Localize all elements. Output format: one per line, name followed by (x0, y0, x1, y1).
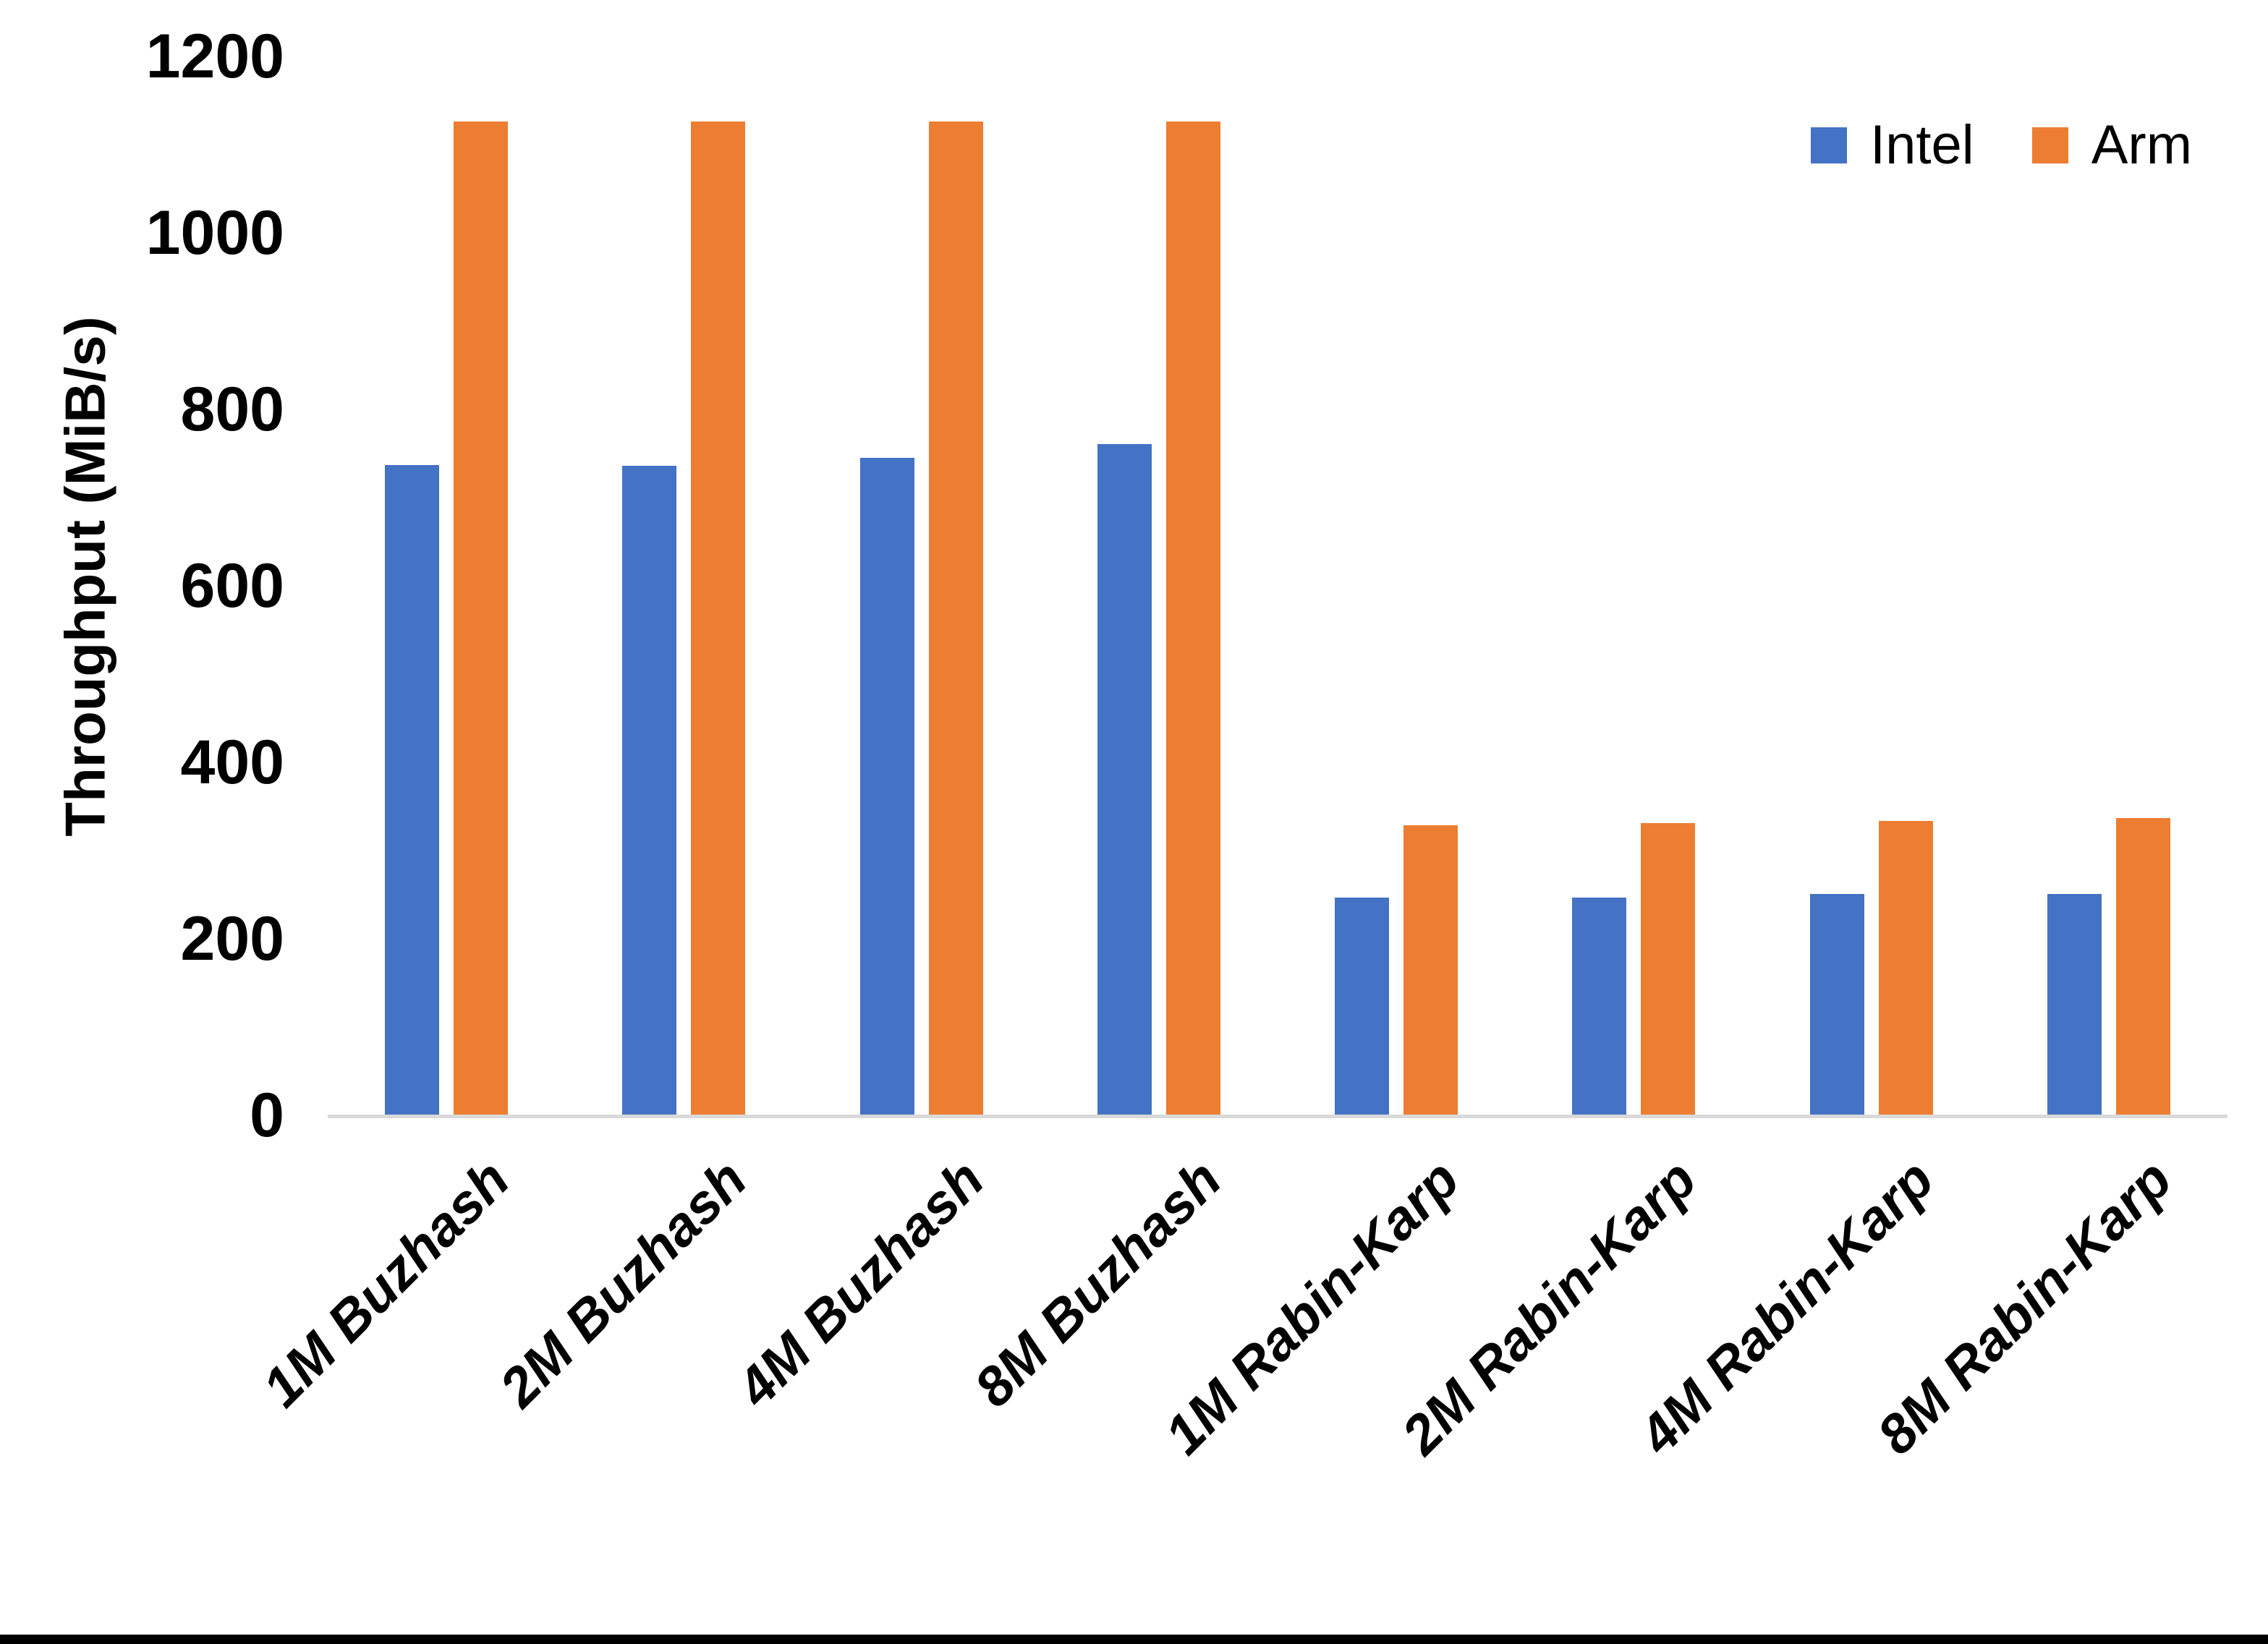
legend-swatch-arm (2031, 127, 2068, 163)
bar-intel-7 (2047, 893, 2102, 1115)
bar-group-6 (1753, 56, 1990, 1115)
legend-item-arm: Arm (2031, 114, 2192, 176)
y-tick-label-400: 400 (180, 728, 285, 797)
y-tick-label-1200: 1200 (145, 22, 284, 91)
bar-arm-4 (1403, 825, 1458, 1115)
x-category-label-3: 8M Buzhash (963, 1148, 1233, 1419)
legend-label-arm: Arm (2091, 114, 2192, 176)
legend: Intel Arm (1811, 114, 2192, 176)
bar-arm-1 (691, 122, 746, 1115)
bar-intel-1 (622, 466, 677, 1115)
bar-group-5 (1515, 56, 1752, 1115)
y-tick-label-1000: 1000 (145, 198, 284, 268)
bar-arm-6 (1878, 820, 1933, 1115)
bar-group-0 (328, 56, 565, 1115)
bar-intel-4 (1335, 897, 1390, 1115)
bar-arm-5 (1641, 823, 1696, 1115)
y-tick-label-600: 600 (180, 551, 285, 621)
bar-groups (328, 56, 2227, 1115)
plot-area (328, 56, 2227, 1118)
bar-group-1 (565, 56, 802, 1115)
legend-item-intel: Intel (1811, 114, 1974, 176)
bar-intel-6 (1809, 893, 1864, 1115)
legend-swatch-intel (1811, 127, 1848, 163)
y-tick-label-800: 800 (180, 375, 285, 444)
y-tick-label-0: 0 (250, 1081, 284, 1150)
x-category-label-2: 4M Buzhash (725, 1148, 996, 1419)
bar-intel-2 (859, 458, 914, 1115)
bar-intel-0 (385, 464, 440, 1115)
bar-group-4 (1278, 56, 1515, 1115)
x-axis-line (328, 1115, 2227, 1118)
legend-label-intel: Intel (1870, 114, 1974, 176)
bar-intel-5 (1572, 897, 1627, 1115)
y-tick-label-200: 200 (180, 904, 285, 974)
bar-group-3 (1040, 56, 1278, 1115)
bar-group-7 (1990, 56, 2227, 1115)
x-category-label-1: 2M Buzhash (488, 1148, 759, 1419)
bar-arm-2 (928, 122, 983, 1115)
bar-group-2 (803, 56, 1040, 1115)
bottom-border (0, 1635, 2268, 1644)
x-category-label-0: 1M Buzhash (250, 1148, 522, 1419)
bar-arm-3 (1165, 122, 1220, 1115)
bar-arm-7 (2115, 817, 2170, 1115)
bar-arm-0 (454, 122, 509, 1115)
bar-intel-3 (1097, 443, 1152, 1115)
